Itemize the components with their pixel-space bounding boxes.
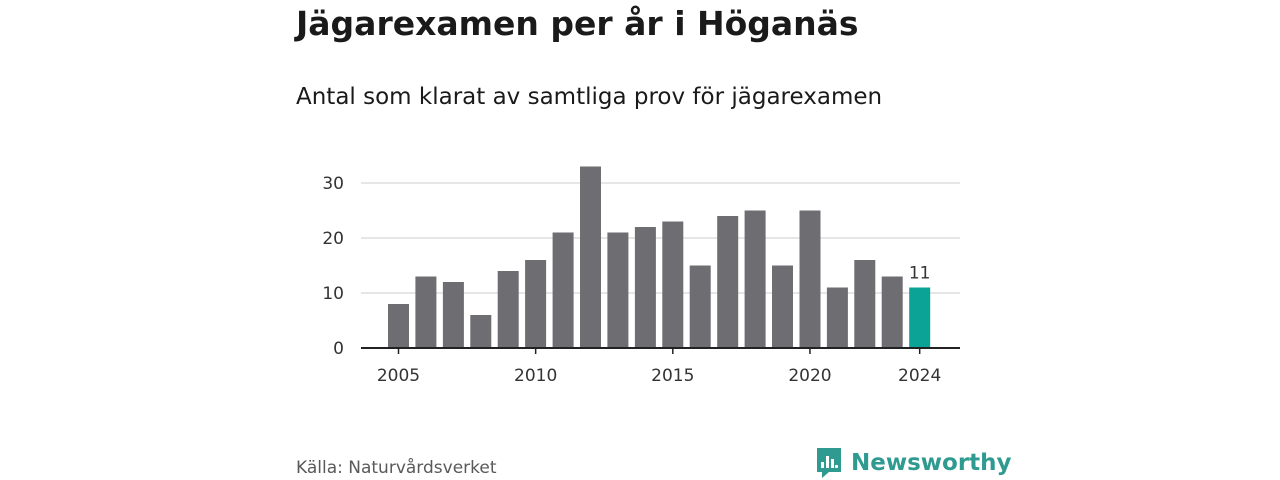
chart-subtitle: Antal som klarat av samtliga prov för jä… [296, 84, 883, 110]
x-tick-label: 2005 [377, 366, 420, 386]
bar-2013 [607, 232, 629, 348]
bar-2017 [717, 216, 739, 348]
bar-2016 [689, 265, 711, 348]
x-tick-label: 2015 [651, 366, 694, 386]
source-note: Källa: Naturvårdsverket [296, 458, 497, 478]
bar-2024 [909, 287, 931, 348]
bar-2018 [744, 210, 766, 348]
bar-2009 [497, 271, 519, 348]
x-tick-label: 2020 [788, 366, 831, 386]
labels: 0 10 20 30 2005 2010 2015 2020 2024 11 [322, 174, 941, 386]
bar-2015 [662, 221, 684, 348]
bar-2008 [470, 315, 492, 348]
bar-2020 [799, 210, 821, 348]
newsworthy-logo-icon [817, 448, 841, 478]
bars [388, 166, 931, 348]
data-label-2024: 11 [909, 264, 931, 284]
axes [361, 347, 960, 354]
bar-2019 [772, 265, 793, 348]
y-tick-label: 20 [322, 229, 344, 249]
y-tick-label: 10 [322, 284, 344, 304]
bar-2012 [580, 166, 601, 348]
bar-2014 [634, 227, 656, 348]
x-tick-label: 2010 [514, 366, 557, 386]
x-tick-label: 2024 [898, 366, 941, 386]
bar-2023 [881, 276, 903, 348]
brand-logo: Newsworthy [815, 446, 1012, 480]
brand-name: Newsworthy [851, 450, 1012, 476]
bar-2007 [442, 282, 464, 348]
bar-2022 [854, 260, 876, 348]
y-tick-label: 0 [333, 339, 344, 359]
bar-2011 [552, 232, 574, 348]
bar-2005 [388, 304, 409, 348]
chart-title: Jägarexamen per år i Höganäs [296, 4, 859, 43]
bar-2006 [415, 276, 437, 348]
y-tick-label: 30 [322, 174, 344, 194]
bar-2021 [826, 287, 848, 348]
bar-2010 [525, 260, 547, 348]
